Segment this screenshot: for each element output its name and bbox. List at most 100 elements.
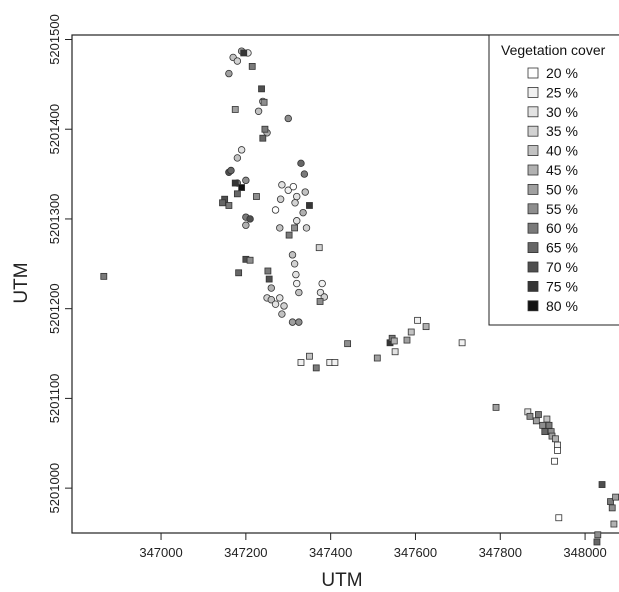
point-circle [293,279,301,288]
point-square [316,298,324,305]
point-square [260,98,268,106]
x-tick-label: 347400 [309,545,352,560]
x-tick-label: 348000 [563,545,606,560]
point-square [551,457,558,465]
point-square [414,316,421,324]
point-square [306,202,313,209]
legend-swatch [527,67,539,79]
point-circle [288,318,297,326]
y-tick-label: 5201200 [47,283,62,334]
point-circle [271,206,280,214]
legend-swatch [527,222,539,234]
point-square [532,417,540,425]
point-square [373,354,381,362]
x-axis-title: UTM [321,570,362,591]
point-square [248,63,256,70]
point-circle [284,114,292,123]
point-circle [242,221,250,229]
legend-swatch [527,145,539,157]
point-circle [280,302,288,310]
point-square [545,421,553,429]
point-square [315,244,323,252]
x-tick-label: 347800 [479,545,522,560]
y-axis-title: UTM [11,262,32,303]
point-circle [302,224,311,232]
point-square [219,199,226,207]
point-square [231,179,239,187]
point-square [259,134,267,142]
y-tick-label: 5201500 [47,14,62,65]
point-circle [254,107,263,115]
point-square [390,337,398,345]
legend-label: 45 % [546,162,578,178]
point-square [551,435,559,443]
point-circle [288,251,297,259]
legend-label: 65 % [546,240,578,256]
point-square [312,364,320,372]
legend-swatch [527,106,539,118]
point-square [264,267,272,275]
point-circle [297,159,305,168]
point-square [225,202,233,209]
point-circle [290,260,299,268]
point-circle [300,170,309,178]
point-circle [276,224,284,232]
point-square [344,340,352,348]
point-circle [295,288,303,297]
legend-swatch [527,242,539,254]
point-circle [289,182,298,191]
point-circle [233,154,242,162]
point-circle [267,296,275,304]
point-square [100,272,108,280]
point-square [231,106,239,113]
point-square [391,348,399,356]
point-square [331,359,339,366]
legend-swatch [527,203,539,215]
point-square [261,125,269,133]
point-circle [278,310,286,318]
point-square [240,49,248,57]
point-square [593,538,601,546]
point-square [238,184,246,191]
point-square [543,415,551,423]
point-circle [233,57,242,65]
y-tick-label: 5201300 [47,194,62,245]
legend-label: 70 % [546,259,578,275]
point-circle [246,215,254,223]
point-circle [291,199,299,207]
point-square [610,520,618,528]
point-circle [301,188,309,196]
point-circle [293,192,301,201]
point-circle [318,279,326,288]
point-square [233,190,241,198]
point-circle [278,181,286,189]
legend-label: 55 % [546,201,578,217]
legend-label: 35 % [546,123,578,139]
point-square [526,412,534,420]
legend-label: 50 % [546,181,578,197]
point-square [458,339,466,347]
legend-swatch [527,280,539,292]
point-circle [271,300,280,308]
point-square [554,447,561,454]
x-tick-label: 347000 [139,545,182,560]
point-square [541,428,549,436]
legend-layer: Vegetation cover 20 % 25 % 30 % 35 % 40 % 45 %… [488,34,619,326]
legend-label: 30 % [546,104,578,120]
y-tick-label: 5201100 [47,374,62,424]
legend-swatch [527,183,539,195]
point-circle [276,195,285,203]
legend-label: 80 % [546,298,578,314]
point-square [594,531,602,539]
point-square [306,352,313,360]
point-circle [295,318,303,326]
point-circle [237,146,246,154]
y-tick-label: 5201400 [47,104,62,155]
point-square [291,224,299,232]
legend-box [488,34,619,326]
point-square [403,336,411,344]
point-square [285,231,293,239]
legend-label: 20 % [546,65,578,81]
legend-swatch [527,87,539,98]
